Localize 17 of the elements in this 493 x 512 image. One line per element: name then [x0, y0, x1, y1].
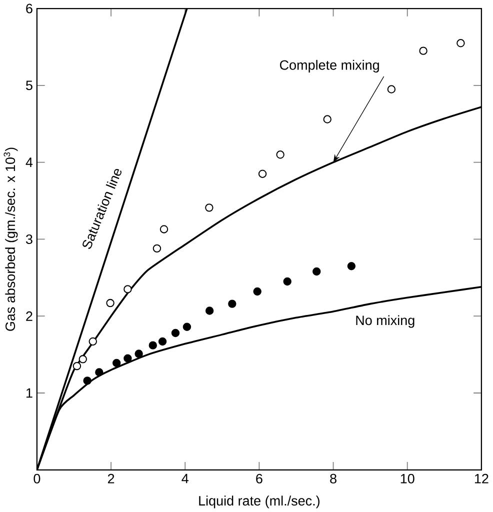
text: Complete mixing	[280, 60, 380, 72]
y-tick-label: 6	[26, 4, 33, 14]
y-tick-label: 1	[26, 388, 32, 398]
x-tick-label: 10	[401, 474, 414, 484]
y-tick-label: 3	[26, 234, 33, 244]
x-tick-label: 12	[475, 474, 488, 484]
y-axis-title: Gas absorbed (gm./sec. x 10$^{3}$)	[4, 148, 18, 331]
y-tick-label: 5	[26, 80, 33, 90]
x-tick-label: 2	[108, 474, 114, 484]
x-tick-label: 0	[34, 474, 40, 484]
series-label: No mixing	[356, 315, 414, 328]
y-tick-label: 4	[26, 158, 33, 167]
y-tick-label: 2	[26, 311, 32, 321]
x-axis-title: Liquid rate (ml./sec.)	[199, 496, 320, 508]
x-tick-label: 6	[256, 474, 262, 484]
x-tick-label: 8	[330, 474, 337, 484]
x-tick-label: 4	[182, 474, 189, 484]
